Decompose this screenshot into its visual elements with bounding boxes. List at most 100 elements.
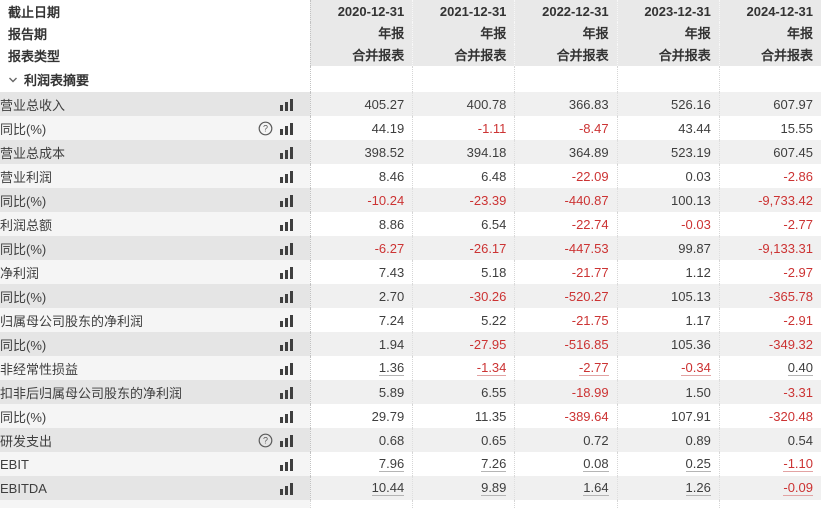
value-cell[interactable]: -0.09 [718,476,821,500]
row-icons [279,458,310,471]
bar-chart-icon[interactable] [279,290,294,303]
bar-chart-icon[interactable] [279,410,294,423]
column-header-date-text: 2024-12-31 [746,3,814,19]
table-row: 扣非后归属母公司股东的净利润 5.89 6.55 -18.99 1.50 -3.31 [0,380,821,404]
value-cell: -2.86 [718,164,821,188]
header-row-type: 报表类型 合并报表 合并报表 合并报表 合并报表 合并报表 [0,44,821,66]
bar-chart-icon[interactable] [279,434,294,447]
header-row-date: 截止日期 2020-12-31 2021-12-31 2022-12-31 2023-… [0,0,821,22]
value-cell[interactable]: -1.10 [718,452,821,476]
value-cell[interactable]: 0.08 [514,452,617,476]
value: -22.74 [571,216,609,232]
value-cell: 400.78 [412,92,515,116]
value: 0.40 [787,360,814,376]
value: 405.27 [364,96,405,112]
value-cell: -0.03 [616,212,719,236]
bar-chart-icon[interactable] [279,458,294,471]
value: -23.39 [469,192,507,208]
value-cell: -21.77 [514,260,617,284]
value-cell[interactable]: 1.64 [514,476,617,500]
bar-chart-icon[interactable] [279,122,294,135]
value-cell: -440.87 [514,188,617,212]
value-cell[interactable]: 0.40 [718,356,821,380]
row-label-cell: EBITDA [0,476,310,500]
value: 1.12 [685,264,711,280]
table-row: EBIT 7.96 7.26 0.08 0.25 -1.10 [0,452,821,476]
bar-chart-icon[interactable] [279,98,294,111]
value-cell[interactable]: 9.89 [412,476,515,500]
bar-chart-icon[interactable] [279,362,294,375]
help-circle-icon[interactable]: ? [258,121,273,136]
value-cell[interactable]: 7.96 [310,452,413,476]
table-row: 归属母公司股东的净利润 7.24 5.22 -21.75 1.17 -2.91 [0,308,821,332]
value-cell: 394.18 [412,140,515,164]
value: 6.54 [481,216,507,232]
value-cell: 0.72 [514,428,617,452]
value: -9,133.31 [758,240,814,256]
value-cell: 0.68 [310,428,413,452]
row-icons [279,98,310,111]
value-cell: 0.03 [616,164,719,188]
row-icons [279,338,310,351]
bar-chart-icon[interactable] [279,482,294,495]
value: -10.24 [367,192,405,208]
value: 9.89 [481,480,507,496]
value-cell: 0.54 [718,428,821,452]
header-label-date: 截止日期 [0,0,310,22]
value-cell[interactable]: 10.44 [310,476,413,500]
value: 29.79 [371,408,405,424]
column-header-date-text: 2020-12-31 [337,3,405,19]
svg-text:?: ? [263,435,268,445]
table-row: 同比(%) ? 44.19 -1.11 -8.47 43.44 15.55 [0,116,821,140]
row-icons: ? [258,121,310,136]
value: 0.72 [583,432,609,448]
value-cell: -349.32 [718,332,821,356]
row-icons [279,410,310,423]
column-header-date-text: 2021-12-31 [439,3,507,19]
help-circle-icon[interactable]: ? [258,433,273,448]
value-cell: 607.97 [718,92,821,116]
chevron-down-icon[interactable] [8,76,18,84]
value-cell: 405.27 [310,92,413,116]
bar-chart-icon[interactable] [279,266,294,279]
value-cell[interactable]: 1.26 [616,476,719,500]
bar-chart-icon[interactable] [279,242,294,255]
row-label: 同比(%) [0,409,47,425]
value-cell: -27.95 [412,332,515,356]
value-cell[interactable]: 7.26 [412,452,515,476]
value: -26.17 [469,240,507,256]
value-cell[interactable]: -0.34 [616,356,719,380]
value-cell: 7.24 [310,308,413,332]
bar-chart-icon[interactable] [279,386,294,399]
row-label-cell: EBIT [0,452,310,476]
header-label-type-text: 报表类型 [8,48,61,64]
column-header-type-text: 合并报表 [556,47,609,63]
value: 523.19 [671,144,711,160]
value-cell[interactable]: 0.25 [616,452,719,476]
value-cell[interactable]: 1.36 [310,356,413,380]
section-header[interactable]: 利润表摘要 [0,66,310,92]
value-cell: -2.97 [718,260,821,284]
row-label: 研发支出 [0,433,53,449]
value: 8.86 [378,216,405,232]
bar-chart-icon[interactable] [279,218,294,231]
row-label: 营业利润 [0,169,53,185]
value-cell: 5.18 [412,260,515,284]
row-label-cell: 同比(%) [0,404,310,428]
bar-chart-icon[interactable] [279,146,294,159]
column-header-type: 合并报表 [616,44,719,66]
value-cell[interactable]: -2.77 [514,356,617,380]
bottom-partial-row [0,500,821,508]
bar-chart-icon[interactable] [279,338,294,351]
row-icons [279,170,310,183]
bar-chart-icon[interactable] [279,170,294,183]
value: 5.18 [481,264,507,280]
value-cell[interactable]: -1.34 [412,356,515,380]
row-label-cell: 同比(%) [0,332,310,356]
column-header-period-text: 年报 [787,25,814,41]
bar-chart-icon[interactable] [279,194,294,207]
row-icons [279,386,310,399]
value: 7.43 [378,264,405,280]
column-header-period: 年报 [718,22,821,44]
bar-chart-icon[interactable] [279,314,294,327]
